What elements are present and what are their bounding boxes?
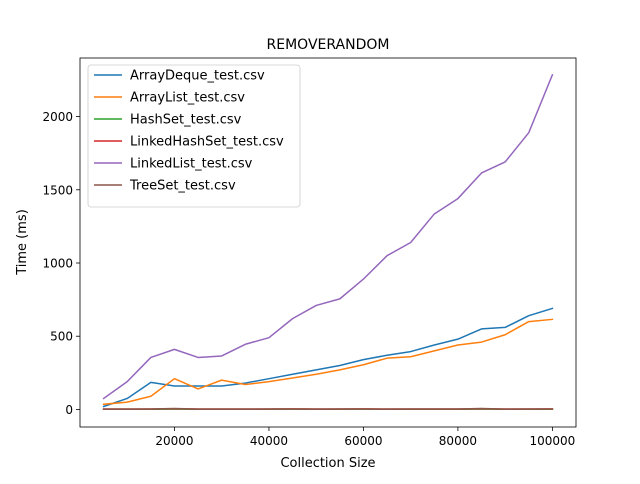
x-tick-label: 100000 (529, 434, 575, 448)
x-axis: 20000 40000 60000 80000 100000 (155, 427, 575, 448)
legend: ArrayDeque_test.csv ArrayList_test.csv Has… (88, 65, 300, 207)
legend-label-0: ArrayDeque_test.csv (130, 69, 265, 84)
legend-label-2: HashSet_test.csv (130, 113, 242, 128)
y-axis-label: Time (ms) (15, 209, 30, 276)
y-axis: 0 500 1000 1500 2000 (42, 110, 80, 417)
series-line-5 (104, 409, 553, 410)
legend-label-5: TreeSet_test.csv (129, 179, 236, 194)
y-tick-label: 1000 (42, 257, 73, 271)
legend-label-1: ArrayList_test.csv (130, 91, 245, 106)
legend-label-4: LinkedList_test.csv (130, 157, 253, 172)
y-tick-label: 2000 (42, 110, 73, 124)
x-tick-label: 60000 (344, 434, 382, 448)
y-tick-label: 0 (65, 403, 73, 417)
x-tick-label: 20000 (155, 434, 193, 448)
legend-label-3: LinkedHashSet_test.csv (130, 135, 284, 150)
y-tick-label: 1500 (42, 183, 73, 197)
x-tick-label: 40000 (250, 434, 288, 448)
chart-title: REMOVERANDOM (267, 37, 390, 53)
x-axis-label: Collection Size (280, 456, 375, 471)
y-tick-label: 500 (50, 330, 73, 344)
x-tick-label: 80000 (439, 434, 477, 448)
